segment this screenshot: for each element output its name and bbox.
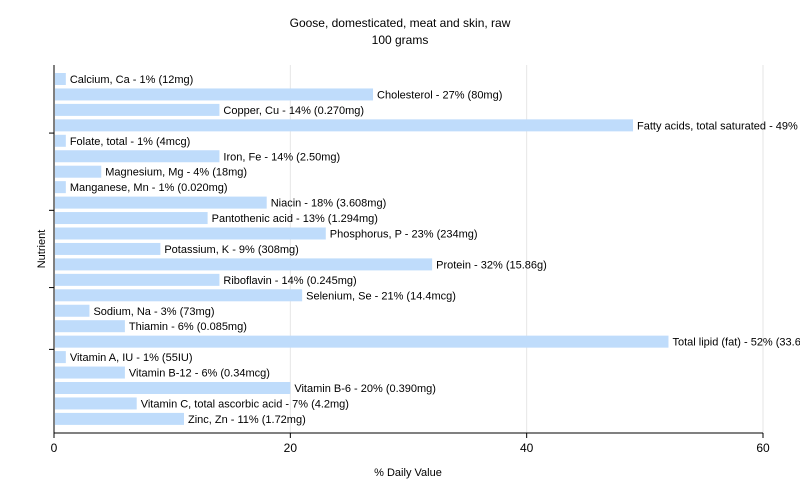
bar <box>55 273 220 286</box>
bar-label: Potassium, K - 9% (308mg) <box>164 244 299 256</box>
bar <box>55 351 66 364</box>
bar <box>55 412 184 425</box>
bar-label: Total lipid (fat) - 52% (33.62g) <box>672 337 800 349</box>
bar-label: Folate, total - 1% (4mcg) <box>70 136 190 148</box>
bar <box>55 304 90 317</box>
bar-label: Vitamin C, total ascorbic acid - 7% (4.2… <box>141 398 349 410</box>
bar <box>55 397 137 410</box>
bar-label: Iron, Fe - 14% (2.50mg) <box>223 151 340 163</box>
bar-label: Manganese, Mn - 1% (0.020mg) <box>70 182 228 194</box>
bar <box>55 88 374 101</box>
x-tick-label-40: 40 <box>520 441 534 455</box>
bar-label: Fatty acids, total saturated - 49% (9.78… <box>637 120 800 132</box>
x-tick-label-60: 60 <box>756 441 770 455</box>
y-axis-ticks <box>49 132 54 350</box>
bar <box>55 181 66 194</box>
bar-label: Cholesterol - 27% (80mg) <box>377 89 502 101</box>
bar-label: Phosphorus, P - 23% (234mg) <box>330 229 478 241</box>
bar <box>55 73 66 85</box>
bar <box>55 335 669 348</box>
bar <box>55 227 326 240</box>
bar <box>55 150 220 163</box>
bar-label: Niacin - 18% (3.608mg) <box>271 198 387 210</box>
bar-label: Copper, Cu - 14% (0.270mg) <box>223 105 364 117</box>
bar-label: Vitamin A, IU - 1% (55IU) <box>70 352 193 364</box>
bar-label: Riboflavin - 14% (0.245mg) <box>223 275 356 287</box>
bar-label: Magnesium, Mg - 4% (18mg) <box>105 167 247 179</box>
bar-label: Protein - 32% (15.86g) <box>436 259 547 271</box>
bar <box>55 165 102 178</box>
bars <box>55 73 669 425</box>
x-tick-label-20: 20 <box>284 441 298 455</box>
bar <box>55 119 634 132</box>
bar-label: Sodium, Na - 3% (73mg) <box>93 306 214 318</box>
bar <box>55 289 303 302</box>
bar-label: Vitamin B-6 - 20% (0.390mg) <box>294 383 436 395</box>
y-axis-label: Nutrient <box>36 230 48 269</box>
bar-labels: Calcium, Ca - 1% (12mg) Cholesterol - 27%… <box>70 74 800 426</box>
bar-label: Thiamin - 6% (0.085mg) <box>129 321 247 333</box>
bar <box>55 366 125 379</box>
chart-subtitle: 100 grams <box>372 33 429 47</box>
bar <box>55 134 66 147</box>
bar-label: Vitamin B-12 - 6% (0.34mcg) <box>129 368 270 380</box>
bar <box>55 103 220 116</box>
bar <box>55 320 125 333</box>
bar-label: Zinc, Zn - 11% (1.72mg) <box>188 414 306 426</box>
bar <box>55 258 433 271</box>
x-tick-label-0: 0 <box>51 441 58 455</box>
bar-label: Selenium, Se - 21% (14.4mcg) <box>306 290 456 302</box>
bar-label: Calcium, Ca - 1% (12mg) <box>70 74 193 86</box>
bar <box>55 196 267 209</box>
x-axis-ticks: 0 20 40 60 <box>51 433 770 455</box>
chart-title: Goose, domesticated, meat and skin, raw <box>290 16 511 30</box>
x-axis-label: % Daily Value <box>374 467 442 479</box>
bar <box>55 212 208 225</box>
bar <box>55 382 291 394</box>
bar-label: Pantothenic acid - 13% (1.294mg) <box>212 213 378 225</box>
bar <box>55 242 161 255</box>
